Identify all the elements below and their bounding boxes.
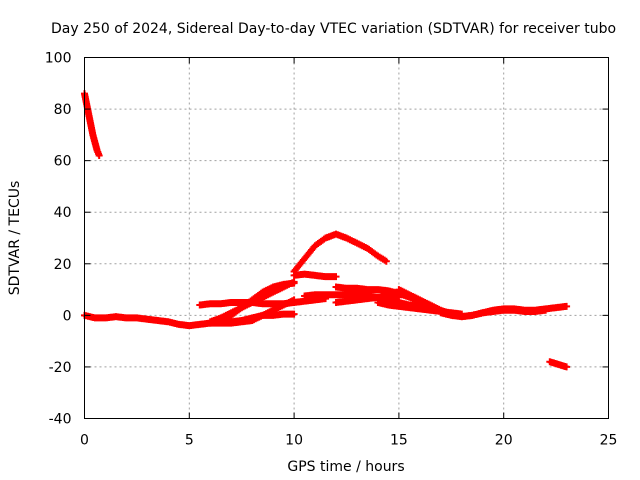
x-tick-label: 5 — [185, 433, 194, 449]
y-tick-label: -20 — [49, 360, 72, 376]
data-point-markers — [546, 358, 571, 371]
x-tick-label: 10 — [285, 433, 303, 449]
data-point-markers — [248, 296, 298, 325]
x-tick-label: 15 — [390, 433, 408, 449]
series-arc8 — [290, 230, 390, 276]
x-tick-label: 20 — [495, 433, 513, 449]
axis-ticks: 0 5 10 15 20 25 -40 -20 0 20 40 60 80 100 — [45, 51, 618, 449]
y-tick-label: 0 — [63, 308, 72, 324]
x-axis-label: GPS time / hours — [287, 459, 404, 475]
data-point-markers — [217, 279, 298, 325]
grid — [84, 57, 609, 419]
series-arc7 — [248, 296, 298, 325]
x-tick-label: 0 — [80, 433, 89, 449]
y-tick-label: 40 — [54, 205, 72, 221]
series-arc6 — [217, 279, 298, 325]
data-point-markers — [290, 230, 390, 276]
plot-frame — [84, 57, 609, 419]
data-points — [81, 90, 571, 371]
series-arc15 — [437, 306, 550, 321]
series-arc9 — [290, 270, 340, 281]
data-point-markers — [332, 292, 403, 306]
y-tick-label: 100 — [45, 51, 72, 67]
data-point-markers — [437, 306, 550, 321]
series-arc16 — [546, 358, 571, 371]
y-tick-label: 60 — [54, 154, 72, 170]
y-tick-label: 80 — [54, 102, 72, 118]
x-tick-label: 25 — [600, 433, 618, 449]
y-axis-label: SDTVAR / TECUs — [7, 181, 23, 296]
chart-title: Day 250 of 2024, Sidereal Day-to-day VTE… — [51, 21, 616, 37]
y-tick-label: 20 — [54, 257, 72, 273]
series-arc12 — [332, 292, 403, 306]
y-tick-label: -40 — [49, 412, 72, 428]
data-point-markers — [290, 270, 340, 281]
